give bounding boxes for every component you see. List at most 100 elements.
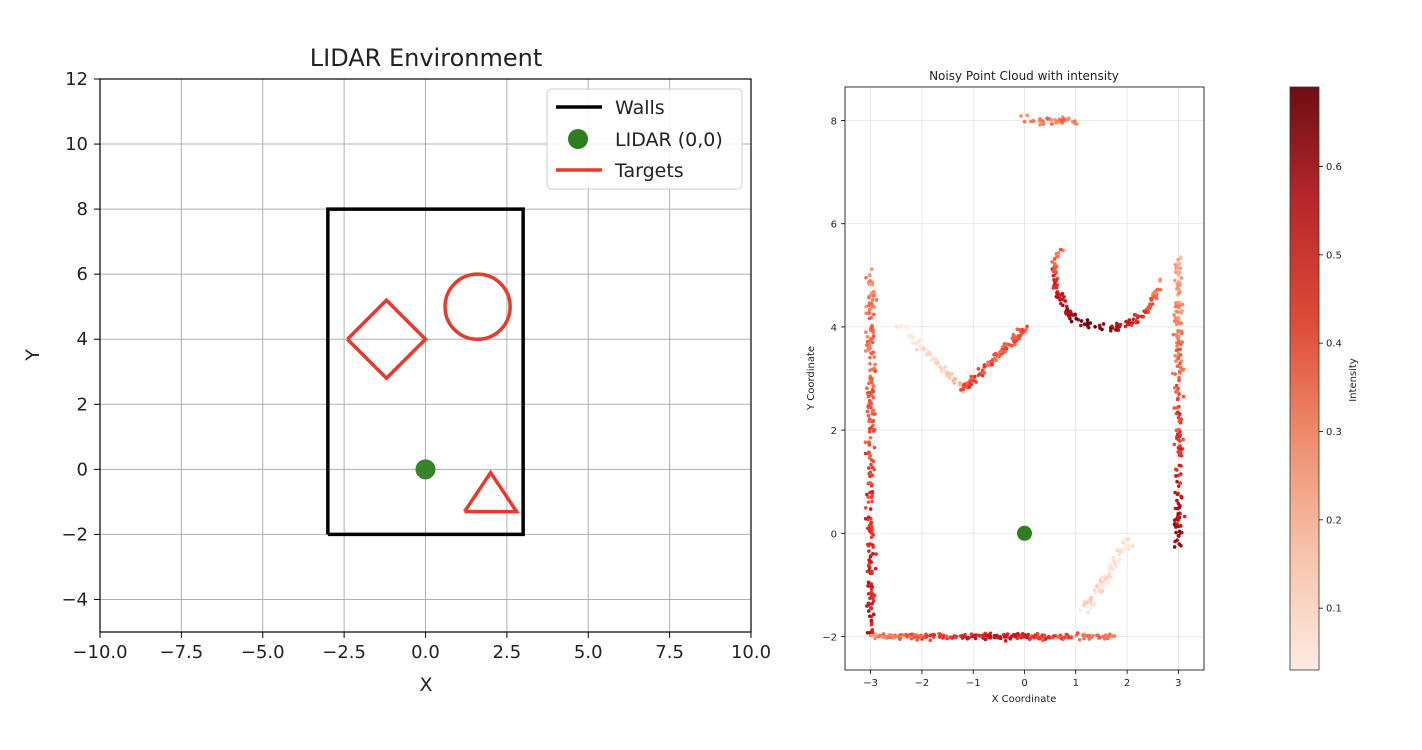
target-diamond <box>346 297 428 381</box>
point-left-wall <box>867 523 872 528</box>
left-y-tick-label: 6 <box>77 264 88 285</box>
point-right-wall <box>1179 331 1184 336</box>
point-bottom-wall <box>1087 637 1091 641</box>
point-left-wall <box>867 471 871 476</box>
point-circle-arc <box>1073 312 1078 317</box>
point-bottom-wall <box>1104 633 1109 638</box>
point-left-wall <box>873 566 878 571</box>
point-right-wall <box>1175 310 1180 314</box>
left-y-tick-label: 8 <box>77 199 88 220</box>
point-circle-arc <box>1068 316 1072 321</box>
right-y-tick-label: −2 <box>822 632 837 643</box>
point-bottom-wall <box>932 633 937 637</box>
point-right-wall <box>1177 392 1181 396</box>
colorbar-gradient <box>1289 86 1320 671</box>
point-left-wall <box>872 445 877 450</box>
point-left-wall <box>871 459 876 464</box>
colorbar-ticks: 0.1 0.2 0.3 0.4 0.5 0.6 <box>1319 162 1342 615</box>
point-right-wall <box>1178 353 1183 357</box>
point-right-wall <box>1176 428 1181 432</box>
point-circle-arc <box>1052 273 1056 278</box>
point-circle-arc <box>1066 311 1070 316</box>
point-left-wall <box>866 500 871 504</box>
point-triangle-edge <box>1123 537 1127 542</box>
point-left-wall <box>865 409 870 414</box>
point-left-wall <box>869 393 874 397</box>
point-bottom-wall <box>915 638 920 642</box>
point-left-wall <box>863 451 868 456</box>
right-ticks: −3 −2 −1 0 1 2 3 −2 0 2 4 6 8 <box>822 117 1181 689</box>
point-bottom-wall <box>928 638 933 643</box>
point-bottom-wall <box>905 633 909 637</box>
point-right-wall <box>1178 361 1182 366</box>
point-right-wall <box>1177 419 1182 424</box>
point-bottom-wall <box>1003 634 1008 638</box>
point-bottom-wall <box>1065 632 1069 637</box>
left-y-tick-label: 12 <box>65 69 88 90</box>
point-diamond-right-edge <box>1003 349 1007 354</box>
point-circle-arc <box>1051 286 1056 290</box>
right-y-tick-label: 4 <box>831 323 837 334</box>
point-triangle-edge <box>1078 608 1082 612</box>
colorbar-tick-label: 0.5 <box>1326 250 1342 261</box>
left-legend: Walls LIDAR (0,0) Targets <box>546 88 743 190</box>
point-circle-arc <box>1055 290 1060 294</box>
point-circle-arc <box>1062 295 1066 299</box>
left-chart-title: LIDAR Environment <box>310 44 542 72</box>
point-left-wall <box>871 294 876 298</box>
point-right-wall <box>1175 405 1179 410</box>
point-circle-arc <box>1068 309 1073 314</box>
right-x-tick-label: −2 <box>915 678 930 689</box>
point-left-wall <box>869 425 874 430</box>
point-bottom-wall <box>1003 639 1008 643</box>
point-bottom-wall <box>1075 631 1080 635</box>
point-circle-arc <box>1126 320 1131 325</box>
point-left-wall <box>863 440 868 445</box>
left-x-tick-label: 5.0 <box>574 642 603 663</box>
point-circle-arc <box>1123 324 1128 329</box>
point-left-wall <box>867 381 871 386</box>
point-triangle-edge <box>1099 576 1104 580</box>
point-right-wall <box>1173 354 1177 358</box>
point-right-wall <box>1178 451 1183 456</box>
point-left-wall <box>867 443 872 447</box>
point-right-wall <box>1174 383 1179 388</box>
colorbar-tick-label: 0.1 <box>1326 604 1342 615</box>
point-top-wall <box>1019 114 1023 118</box>
point-top-wall <box>1054 120 1058 125</box>
point-left-wall <box>866 515 871 520</box>
point-circle-arc <box>1079 323 1083 328</box>
point-left-wall <box>865 343 869 347</box>
point-bottom-wall <box>1042 633 1047 638</box>
point-diamond-right-edge <box>972 374 977 379</box>
point-left-wall <box>872 289 876 294</box>
right-x-tick-label: −3 <box>863 678 878 689</box>
point-diamond-left-edge <box>915 347 919 352</box>
point-triangle-edge <box>1106 580 1110 585</box>
point-right-wall <box>1179 365 1183 370</box>
lidar-environment-chart: −10.0 −7.5 −5.0 −2.5 0.0 2.5 5.0 7.5 10.0 −4 −2 0 2 4… <box>22 44 771 696</box>
point-right-wall <box>1176 264 1180 268</box>
point-left-wall <box>869 306 873 311</box>
point-bottom-wall <box>1108 632 1112 636</box>
point-left-wall <box>870 499 874 504</box>
point-left-wall <box>871 594 875 598</box>
point-diamond-left-edge <box>958 381 962 385</box>
point-diamond-right-edge <box>1015 327 1020 332</box>
point-bottom-wall <box>1040 637 1045 641</box>
left-x-tick-label: −10.0 <box>72 642 127 663</box>
point-bottom-wall <box>1025 634 1030 639</box>
point-left-wall <box>869 618 874 623</box>
point-left-wall <box>868 596 872 601</box>
point-left-wall <box>873 362 877 367</box>
point-right-wall <box>1177 300 1182 305</box>
right-y-tick-label: 2 <box>831 426 837 437</box>
point-circle-arc <box>1100 327 1104 332</box>
point-left-wall <box>870 569 874 574</box>
point-bottom-wall <box>1097 636 1102 640</box>
point-left-wall <box>869 462 873 467</box>
point-diamond-left-edge <box>930 358 934 362</box>
point-left-wall <box>864 330 868 334</box>
right-y-tick-label: 0 <box>831 529 837 540</box>
point-right-wall <box>1177 542 1182 546</box>
